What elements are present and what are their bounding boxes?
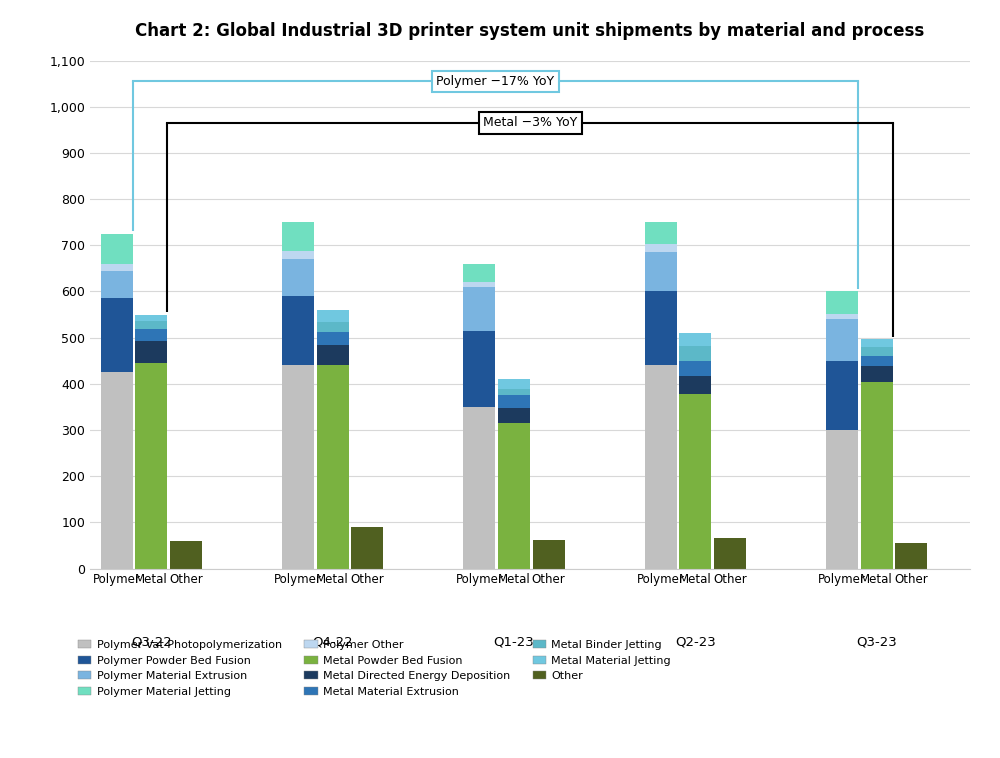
- Bar: [826, 430, 858, 568]
- Text: Polymer −17% YoY: Polymer −17% YoY: [436, 75, 554, 88]
- Bar: [498, 390, 530, 395]
- Text: Q4-22: Q4-22: [312, 635, 353, 648]
- Bar: [135, 363, 167, 568]
- Bar: [498, 423, 530, 568]
- Bar: [463, 287, 495, 330]
- Bar: [463, 264, 495, 282]
- Bar: [861, 339, 893, 347]
- Bar: [170, 540, 202, 568]
- Bar: [533, 540, 565, 568]
- Bar: [498, 395, 530, 408]
- Bar: [135, 321, 167, 329]
- Bar: [282, 259, 314, 296]
- Text: Q3-23: Q3-23: [856, 635, 897, 648]
- Bar: [498, 379, 530, 390]
- Bar: [679, 362, 711, 377]
- Bar: [826, 292, 858, 314]
- Bar: [282, 222, 314, 251]
- Bar: [826, 319, 858, 361]
- Bar: [645, 365, 677, 568]
- Bar: [101, 264, 133, 271]
- Text: Q3-22: Q3-22: [131, 635, 172, 648]
- Bar: [135, 341, 167, 363]
- Bar: [645, 244, 677, 252]
- Legend: Polymer Vat Photopolymerization, Polymer Powder Bed Fusion, Polymer Material Ext: Polymer Vat Photopolymerization, Polymer…: [78, 640, 671, 697]
- Bar: [861, 347, 893, 356]
- Bar: [101, 372, 133, 568]
- Bar: [282, 296, 314, 365]
- Bar: [135, 329, 167, 341]
- Bar: [826, 314, 858, 319]
- Bar: [463, 282, 495, 287]
- Bar: [317, 310, 349, 322]
- Title: Chart 2: Global Industrial 3D printer system unit shipments by material and proc: Chart 2: Global Industrial 3D printer sy…: [135, 22, 925, 39]
- Bar: [101, 299, 133, 372]
- Text: Q1-23: Q1-23: [494, 635, 534, 648]
- Bar: [861, 381, 893, 568]
- Text: Q2-23: Q2-23: [675, 635, 716, 648]
- Bar: [645, 222, 677, 244]
- Bar: [645, 292, 677, 365]
- Bar: [463, 330, 495, 407]
- Bar: [679, 333, 711, 346]
- Bar: [679, 377, 711, 394]
- Bar: [679, 394, 711, 568]
- Bar: [317, 345, 349, 365]
- Bar: [826, 361, 858, 430]
- Bar: [861, 356, 893, 366]
- Bar: [895, 543, 927, 568]
- Bar: [317, 332, 349, 345]
- Bar: [282, 365, 314, 568]
- Bar: [135, 315, 167, 321]
- Bar: [679, 346, 711, 362]
- Bar: [463, 407, 495, 568]
- Bar: [351, 527, 383, 568]
- Bar: [498, 408, 530, 423]
- Bar: [714, 538, 746, 568]
- Bar: [861, 366, 893, 381]
- Bar: [317, 365, 349, 568]
- Bar: [645, 252, 677, 292]
- Bar: [317, 322, 349, 332]
- Text: Metal −3% YoY: Metal −3% YoY: [483, 117, 577, 130]
- Bar: [101, 233, 133, 264]
- Bar: [282, 251, 314, 259]
- Bar: [101, 271, 133, 299]
